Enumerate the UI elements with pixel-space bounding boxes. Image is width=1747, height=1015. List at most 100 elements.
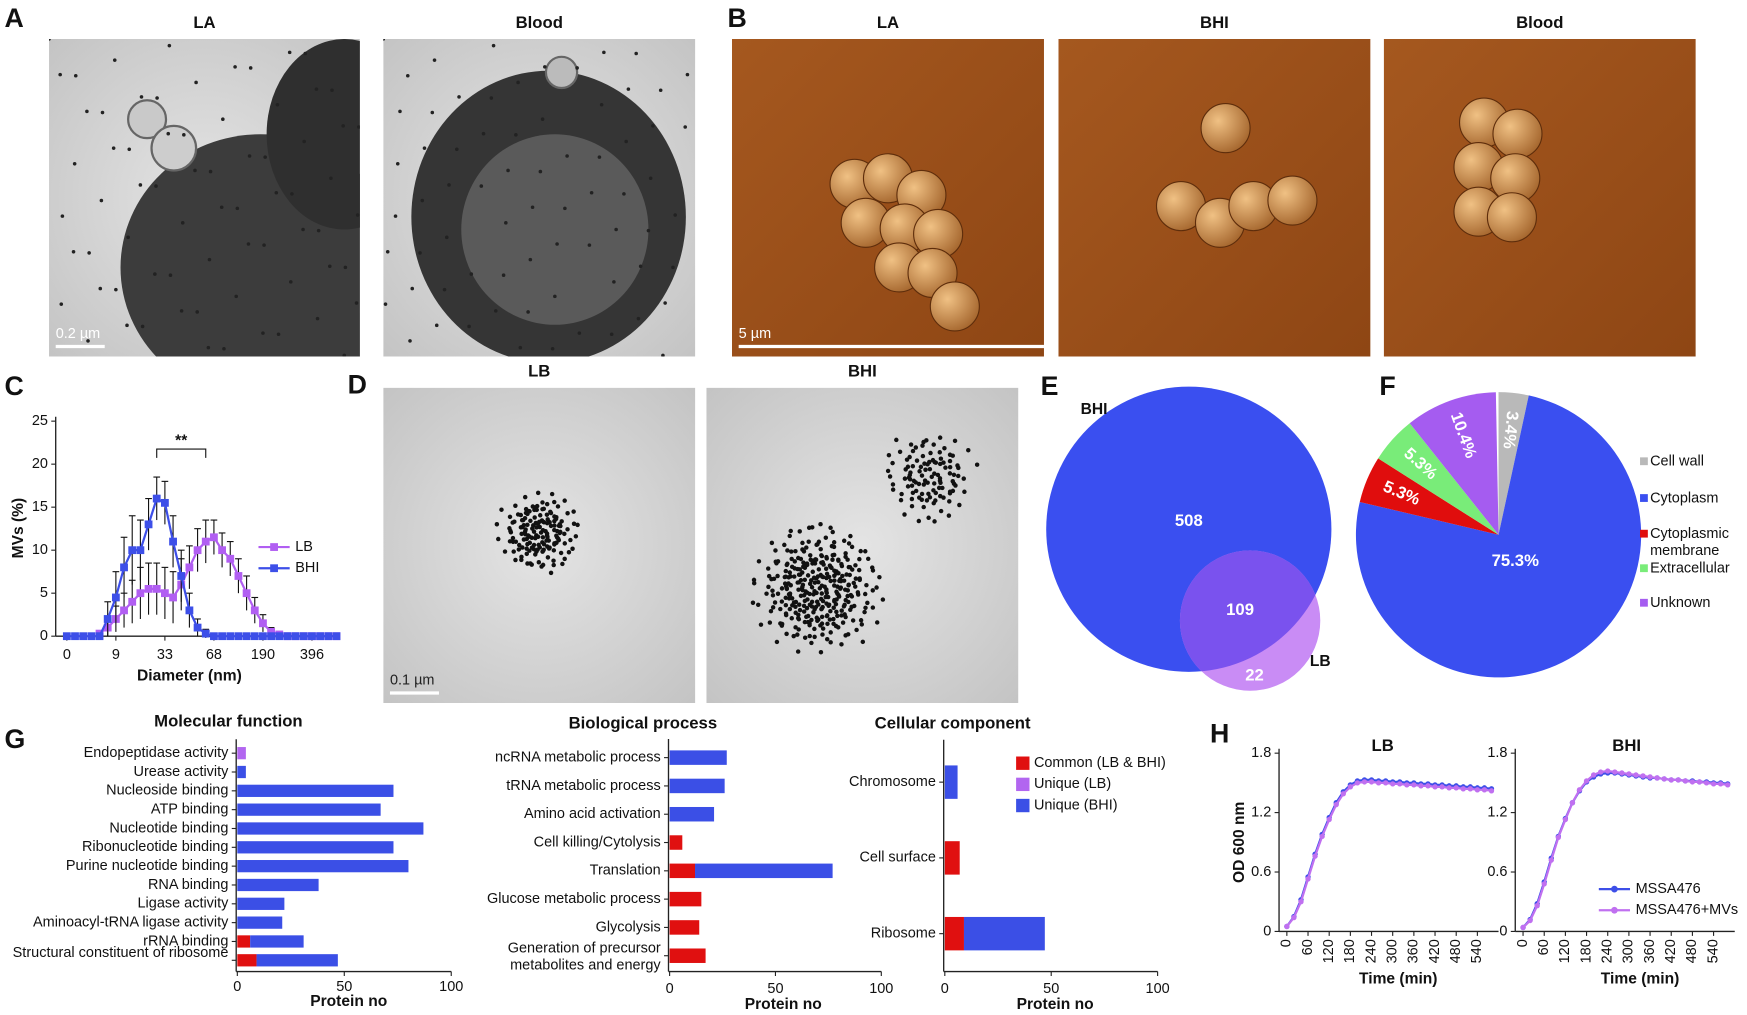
gold-particle	[193, 168, 197, 173]
venn-count: 22	[1245, 666, 1264, 685]
gold-particle	[516, 547, 522, 552]
marker	[316, 632, 325, 641]
bacterium-core	[461, 134, 649, 325]
marker	[1527, 917, 1533, 924]
gold-particle	[112, 58, 117, 62]
gold-particle	[920, 443, 925, 448]
gold-particle	[824, 587, 829, 592]
gold-particle	[922, 461, 927, 466]
gold-particle	[801, 549, 807, 554]
legend-label: Cytoplasmic membrane	[1650, 524, 1729, 559]
marker	[1583, 778, 1590, 784]
x-axis-label: Protein no	[310, 993, 387, 1010]
gold-particle	[314, 87, 319, 91]
gold-particle	[506, 168, 510, 173]
gold-particle	[841, 578, 847, 583]
gold-particle	[408, 339, 412, 343]
gold-particle	[916, 518, 922, 524]
gold-particle	[931, 442, 936, 447]
pie-slice	[1359, 458, 1499, 535]
marker	[242, 632, 251, 641]
gold-particle	[766, 566, 771, 571]
gold-particle	[287, 50, 292, 55]
gold-particle	[233, 65, 237, 69]
gold-particle	[166, 131, 171, 136]
gold-particle	[512, 519, 517, 524]
gold-particle	[798, 578, 804, 583]
marker	[1453, 785, 1459, 791]
marker	[1534, 903, 1540, 909]
gold-particle	[789, 616, 794, 621]
micrograph	[383, 387, 696, 704]
bacterium	[266, 39, 360, 230]
gold-particle	[927, 459, 932, 465]
marker	[1703, 780, 1710, 786]
gold-particle	[874, 620, 880, 625]
gold-particle	[520, 545, 525, 550]
gold-particle	[646, 228, 651, 233]
x-tick-label: 360	[1406, 939, 1422, 963]
gold-particle	[330, 88, 334, 93]
legend-swatch	[1640, 564, 1648, 573]
gold-particle	[612, 280, 616, 284]
gold-particle	[775, 591, 781, 596]
gold-particle	[800, 587, 805, 593]
bar-segment	[237, 822, 424, 835]
bar-segment	[669, 863, 696, 879]
gold-particle	[818, 623, 823, 628]
gold-particle	[72, 161, 77, 166]
bar-segment	[237, 784, 394, 797]
bar-segment	[944, 841, 960, 875]
marker	[1640, 773, 1646, 779]
gold-particle	[544, 538, 549, 543]
bar-segment	[669, 806, 715, 822]
gold-particle	[947, 491, 953, 496]
gold-particle	[870, 568, 876, 573]
gold-particle	[634, 51, 638, 56]
legend-label: Common (LB & BHI)	[1034, 755, 1166, 771]
gold-particle	[206, 345, 211, 350]
subplot-title: Molecular function	[154, 711, 302, 730]
gold-particle	[898, 497, 904, 503]
image-title: BHI	[1200, 13, 1229, 32]
gold-particle	[952, 438, 958, 444]
gold-particle	[59, 302, 64, 306]
gold-particle	[455, 147, 459, 152]
gold-particle	[517, 542, 522, 548]
gold-particle	[802, 577, 808, 583]
gold-particle	[552, 523, 557, 528]
gold-particle	[766, 573, 772, 579]
annotation: **	[175, 432, 188, 449]
gold-particle	[797, 529, 802, 534]
marker	[103, 615, 112, 623]
micrograph	[706, 387, 1019, 704]
subplot-title: Biological process	[569, 714, 718, 733]
gold-particle	[837, 578, 842, 584]
gold-particle	[840, 620, 846, 625]
gold-particle	[927, 495, 933, 500]
marker	[1446, 785, 1452, 791]
pie-label: 75.3%	[1492, 551, 1540, 570]
gold-particle	[685, 72, 690, 77]
marker	[259, 632, 267, 641]
gold-particle	[504, 221, 508, 225]
category-label: Translation	[590, 863, 661, 879]
marker	[324, 632, 333, 641]
bar-segment	[669, 948, 706, 963]
gold-particle	[467, 324, 471, 329]
gold-particle	[831, 616, 836, 622]
gold-particle	[920, 453, 926, 459]
gold-particle	[804, 605, 810, 611]
gold-particle	[961, 476, 966, 481]
gold-particle	[802, 598, 808, 604]
gold-particle	[540, 500, 545, 505]
gold-particle	[823, 535, 829, 540]
bar-segment	[669, 891, 702, 907]
gold-particle	[824, 636, 830, 642]
bar-segment	[250, 935, 304, 948]
gold-particle	[863, 605, 868, 611]
gold-particle	[447, 183, 451, 187]
micrograph	[383, 38, 696, 357]
vesicle	[150, 124, 198, 172]
gold-particle	[549, 491, 555, 497]
